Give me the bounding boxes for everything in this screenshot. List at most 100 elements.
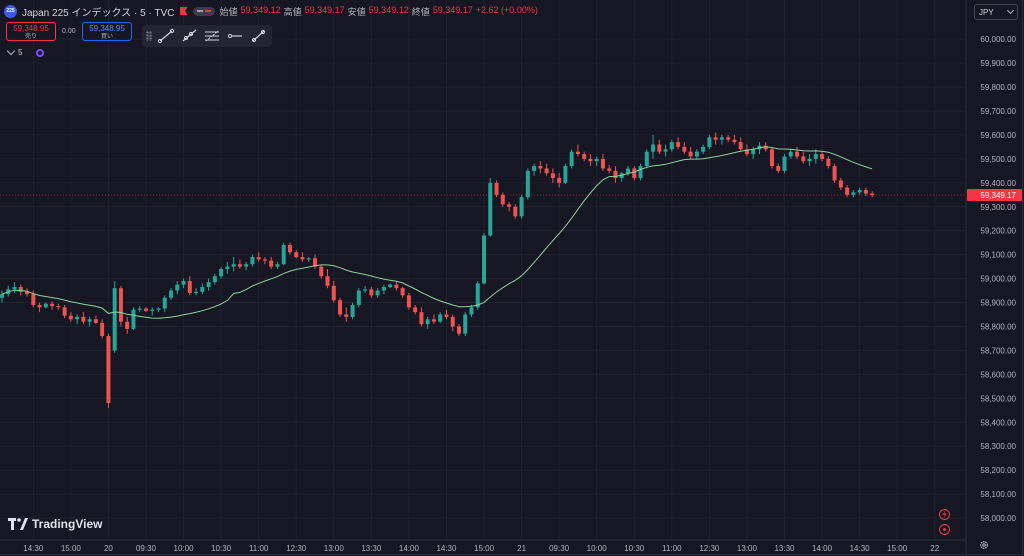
- candle-body: [100, 322, 105, 337]
- candle-body: [600, 158, 605, 169]
- price-tick-label: 58,900.00: [980, 299, 1016, 308]
- time-tick-label: 13:00: [737, 544, 758, 553]
- candle-body: [356, 290, 361, 305]
- candle-body: [194, 291, 199, 293]
- candle-body: [363, 289, 368, 291]
- candle-body: [669, 142, 674, 150]
- candle-body: [300, 257, 305, 260]
- time-tick-label: 09:30: [549, 544, 570, 553]
- candle-body: [726, 137, 731, 140]
- candle-body: [319, 266, 324, 277]
- open-value: 59,349.12: [240, 4, 281, 15]
- chevron-down-icon[interactable]: [6, 46, 16, 56]
- candle-body: [788, 151, 793, 157]
- candle-body: [438, 314, 443, 322]
- currency-selector[interactable]: JPY: [974, 4, 1018, 20]
- close-value: 59,349.17: [432, 4, 473, 15]
- candle-body: [657, 144, 662, 152]
- candle-body: [863, 190, 868, 194]
- candle-body: [431, 319, 436, 322]
- candle-body: [206, 282, 211, 287]
- candle-body: [469, 307, 474, 315]
- time-tick-label: 22: [930, 544, 939, 553]
- price-tick-label: 59,300.00: [980, 203, 1016, 212]
- candle-body: [719, 137, 724, 140]
- low-label: 安値: [347, 6, 366, 17]
- brand-name: TradingView: [32, 517, 103, 531]
- sell-button[interactable]: 59,348.95 売り: [6, 22, 56, 41]
- candle-body: [857, 190, 862, 193]
- price-tick-label: 59,800.00: [980, 83, 1016, 92]
- candle-body: [582, 154, 587, 159]
- time-tick-label: 10:30: [211, 544, 232, 553]
- candle-body: [807, 158, 812, 162]
- candle-body: [156, 308, 161, 310]
- flag-icon[interactable]: [179, 7, 188, 15]
- candle-body: [413, 307, 418, 313]
- time-tick-label: 15:00: [474, 544, 495, 553]
- time-tick-label: 09:30: [136, 544, 157, 553]
- low-value: 59,349.12: [368, 4, 409, 15]
- candle-body: [375, 290, 380, 296]
- buy-button[interactable]: 59,348.95 買い: [82, 22, 132, 41]
- candle-body: [287, 245, 292, 253]
- symbol-title[interactable]: Japan 225 インデックス · 5 · TVC: [22, 7, 175, 19]
- lightning-icon[interactable]: [939, 509, 950, 520]
- high-value: 59,349.17: [304, 4, 345, 15]
- time-tick-label: 14:30: [850, 544, 871, 553]
- horizontal-ray-icon[interactable]: [226, 28, 244, 44]
- price-tick-label: 58,400.00: [980, 418, 1016, 427]
- ray-icon[interactable]: [180, 28, 198, 44]
- candle-body: [331, 285, 336, 301]
- candle-body: [613, 170, 618, 179]
- record-icon[interactable]: [939, 524, 950, 535]
- spread-value: 0.00: [62, 28, 76, 35]
- candle-body: [851, 192, 856, 195]
- candle-body: [118, 288, 123, 322]
- price-tick-label: 58,300.00: [980, 442, 1016, 451]
- candle-body: [588, 158, 593, 162]
- time-tick-label: 12:30: [286, 544, 307, 553]
- candle-body: [838, 180, 843, 188]
- time-tick-label: 13:30: [774, 544, 795, 553]
- trend-line-icon[interactable]: [157, 28, 175, 44]
- candle-body: [93, 319, 98, 323]
- time-tick-label: 13:00: [324, 544, 345, 553]
- candle-body: [50, 303, 55, 307]
- high-label: 高値: [283, 6, 302, 17]
- candle-body: [62, 307, 67, 316]
- fib-retracement-icon[interactable]: [203, 28, 221, 44]
- candle-body: [538, 166, 543, 169]
- candle-body: [350, 304, 355, 317]
- candle-body: [682, 146, 687, 152]
- candle-body: [281, 245, 286, 265]
- tradingview-mark-icon: [8, 518, 28, 530]
- candle-body: [37, 304, 42, 308]
- market-status-icon[interactable]: [192, 6, 215, 16]
- candle-body: [400, 288, 405, 296]
- candle-body: [688, 151, 693, 157]
- candle-body: [776, 166, 781, 171]
- change-value: +2.62 (+0.00%): [475, 4, 538, 15]
- candle-body: [444, 314, 449, 317]
- candle-body: [594, 158, 599, 162]
- drag-handle-icon[interactable]: [146, 31, 152, 41]
- price-tick-label: 58,800.00: [980, 322, 1016, 331]
- brush-icon[interactable]: [249, 28, 267, 44]
- interval-label[interactable]: 5: [18, 48, 23, 57]
- tradingview-logo[interactable]: TradingView: [8, 517, 102, 531]
- price-tick-label: 59,200.00: [980, 227, 1016, 236]
- candle-body: [713, 137, 718, 140]
- price-tick-label: 59,500.00: [980, 155, 1016, 164]
- candle-body: [820, 154, 825, 159]
- price-tick-label: 59,100.00: [980, 251, 1016, 260]
- candle-body: [707, 137, 712, 147]
- candle-body: [212, 276, 217, 283]
- candle-body: [43, 303, 48, 308]
- candle-body: [557, 178, 562, 183]
- candle-body: [306, 258, 311, 260]
- indicator-ring-icon[interactable]: [36, 48, 45, 57]
- gear-icon[interactable]: [979, 540, 989, 550]
